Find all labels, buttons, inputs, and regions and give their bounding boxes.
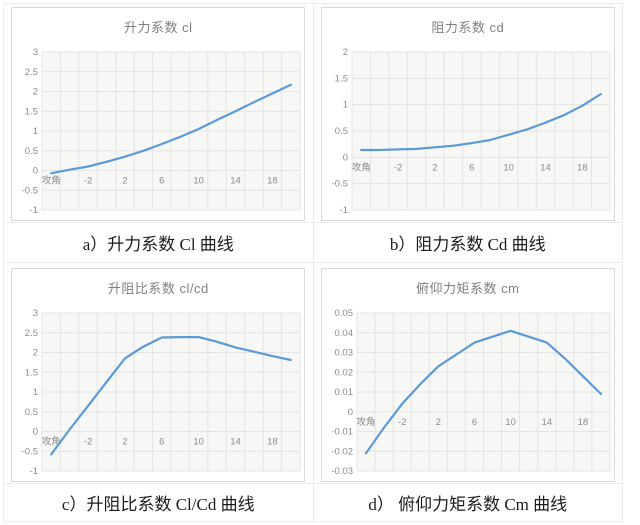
- chart-panel-cm: 俯仰力矩系数 cm 0.05 0.04 0.03 0.02 0.01 0 -0.01 -0.0…: [313, 263, 623, 484]
- chart-clcd: 升阻比系数 cl/cd 3 2.5 2 1.5 1 0.5 0 -0.5 -1 攻角 -2 2 6 10 1…: [11, 268, 306, 482]
- chart-title-cd: 阻力系数 cd: [431, 20, 505, 35]
- svg-text:2: 2: [432, 162, 437, 173]
- caption-cl: a）升力系数 Cl 曲线: [82, 235, 234, 254]
- svg-text:1: 1: [33, 387, 38, 398]
- caption-cm: d） 俯仰力矩系数 Cm 曲线: [368, 495, 568, 514]
- chart-panel-cd: 阻力系数 cd 2 1.5 1 0.5 0 -0.5 -1 攻角 -2 2 6 10 14 18: [313, 4, 623, 223]
- svg-text:2: 2: [342, 47, 347, 58]
- svg-text:2: 2: [435, 417, 440, 428]
- svg-text:6: 6: [472, 417, 477, 428]
- caption-cell-cm: d） 俯仰力矩系数 Cm 曲线: [313, 484, 623, 522]
- svg-text:2.5: 2.5: [25, 328, 38, 339]
- caption-cell-cd: b）阻力系数 Cd 曲线: [313, 223, 623, 263]
- svg-text:2: 2: [123, 176, 128, 187]
- svg-text:攻角: 攻角: [356, 416, 375, 428]
- svg-text:6: 6: [159, 437, 164, 448]
- chart-title-cm: 俯仰力矩系数 cm: [416, 281, 520, 296]
- svg-text:1: 1: [342, 100, 347, 111]
- svg-text:0.5: 0.5: [25, 407, 38, 418]
- charts-table: 升力系数 cl 3 2.5 2 1.5 1 0.5 0 -0.5 -1 攻角 -2 2 6 10 14 18 …: [3, 3, 623, 522]
- svg-text:14: 14: [230, 437, 241, 448]
- svg-text:10: 10: [505, 417, 516, 428]
- svg-text:攻角: 攻角: [42, 436, 61, 448]
- svg-text:-0.5: -0.5: [22, 185, 38, 196]
- svg-text:0: 0: [33, 166, 38, 177]
- svg-text:-2: -2: [84, 437, 92, 448]
- svg-text:0.02: 0.02: [334, 367, 353, 378]
- svg-text:14: 14: [540, 162, 551, 173]
- svg-text:18: 18: [577, 417, 588, 428]
- chart-cl: 升力系数 cl 3 2.5 2 1.5 1 0.5 0 -0.5 -1 攻角 -2 2 6 10 14 18: [11, 7, 306, 221]
- svg-text:18: 18: [267, 437, 278, 448]
- svg-text:攻角: 攻角: [42, 175, 61, 187]
- svg-text:-2: -2: [84, 176, 92, 187]
- caption-clcd: c）升阻比系数 Cl/Cd 曲线: [61, 495, 255, 514]
- svg-text:0.5: 0.5: [335, 126, 348, 137]
- svg-text:10: 10: [194, 437, 205, 448]
- svg-text:-1: -1: [30, 466, 38, 477]
- svg-text:-2: -2: [398, 417, 406, 428]
- chart-plot-cl: 3 2.5 2 1.5 1 0.5 0 -0.5 -1 攻角 -2 2 6 10 14 18: [12, 44, 304, 220]
- caption-cell-cl: a）升力系数 Cl 曲线: [4, 223, 314, 263]
- svg-text:攻角: 攻角: [351, 161, 370, 173]
- svg-text:2: 2: [123, 437, 128, 448]
- svg-text:-1: -1: [339, 205, 347, 216]
- svg-text:10: 10: [503, 162, 514, 173]
- svg-text:0: 0: [33, 427, 38, 438]
- chart-title-clcd: 升阻比系数 cl/cd: [107, 281, 209, 296]
- svg-text:-0.01: -0.01: [331, 427, 353, 438]
- chart-plot-cm: 0.05 0.04 0.03 0.02 0.01 0 -0.01 -0.02 -0.03 攻角 -2…: [322, 305, 614, 481]
- caption-cd: b）阻力系数 Cd 曲线: [389, 235, 546, 254]
- svg-text:14: 14: [230, 176, 241, 187]
- svg-text:10: 10: [194, 176, 205, 187]
- svg-text:-0.03: -0.03: [331, 466, 353, 477]
- svg-text:1: 1: [33, 126, 38, 137]
- svg-text:3: 3: [33, 47, 38, 58]
- svg-text:1.5: 1.5: [335, 73, 348, 84]
- svg-text:0: 0: [342, 152, 347, 163]
- svg-text:0.5: 0.5: [25, 146, 38, 157]
- chart-cm: 俯仰力矩系数 cm 0.05 0.04 0.03 0.02 0.01 0 -0.01 -0.0…: [320, 268, 615, 482]
- caption-cell-clcd: c）升阻比系数 Cl/Cd 曲线: [4, 484, 314, 522]
- svg-text:2: 2: [33, 348, 38, 359]
- svg-text:6: 6: [469, 162, 474, 173]
- svg-text:14: 14: [541, 417, 552, 428]
- chart-panel-clcd: 升阻比系数 cl/cd 3 2.5 2 1.5 1 0.5 0 -0.5 -1 攻角 -2 2 6 10 1…: [4, 263, 314, 484]
- chart-title-cl: 升力系数 cl: [123, 20, 193, 35]
- chart-cd: 阻力系数 cd 2 1.5 1 0.5 0 -0.5 -1 攻角 -2 2 6 10 14 18: [320, 7, 615, 221]
- chart-plot-clcd: 3 2.5 2 1.5 1 0.5 0 -0.5 -1 攻角 -2 2 6 10 14 18: [12, 305, 304, 481]
- svg-text:0.04: 0.04: [334, 328, 353, 339]
- svg-text:0.05: 0.05: [334, 308, 353, 319]
- svg-text:0: 0: [347, 407, 352, 418]
- svg-text:1.5: 1.5: [25, 367, 38, 378]
- svg-text:-2: -2: [394, 162, 402, 173]
- svg-text:6: 6: [159, 176, 164, 187]
- svg-text:18: 18: [577, 162, 588, 173]
- svg-text:3: 3: [33, 308, 38, 319]
- svg-text:-0.5: -0.5: [22, 446, 38, 457]
- svg-text:18: 18: [267, 176, 278, 187]
- svg-text:1.5: 1.5: [25, 106, 38, 117]
- svg-text:0.03: 0.03: [334, 348, 353, 359]
- chart-panel-cl: 升力系数 cl 3 2.5 2 1.5 1 0.5 0 -0.5 -1 攻角 -2 2 6 10 14 18: [4, 4, 314, 223]
- svg-text:-0.5: -0.5: [331, 179, 347, 190]
- svg-text:2.5: 2.5: [25, 67, 38, 78]
- chart-plot-cd: 2 1.5 1 0.5 0 -0.5 -1 攻角 -2 2 6 10 14 18: [322, 44, 614, 220]
- svg-text:-0.02: -0.02: [331, 446, 353, 457]
- svg-text:2: 2: [33, 87, 38, 98]
- svg-text:0.01: 0.01: [334, 387, 353, 398]
- svg-text:-1: -1: [30, 205, 38, 216]
